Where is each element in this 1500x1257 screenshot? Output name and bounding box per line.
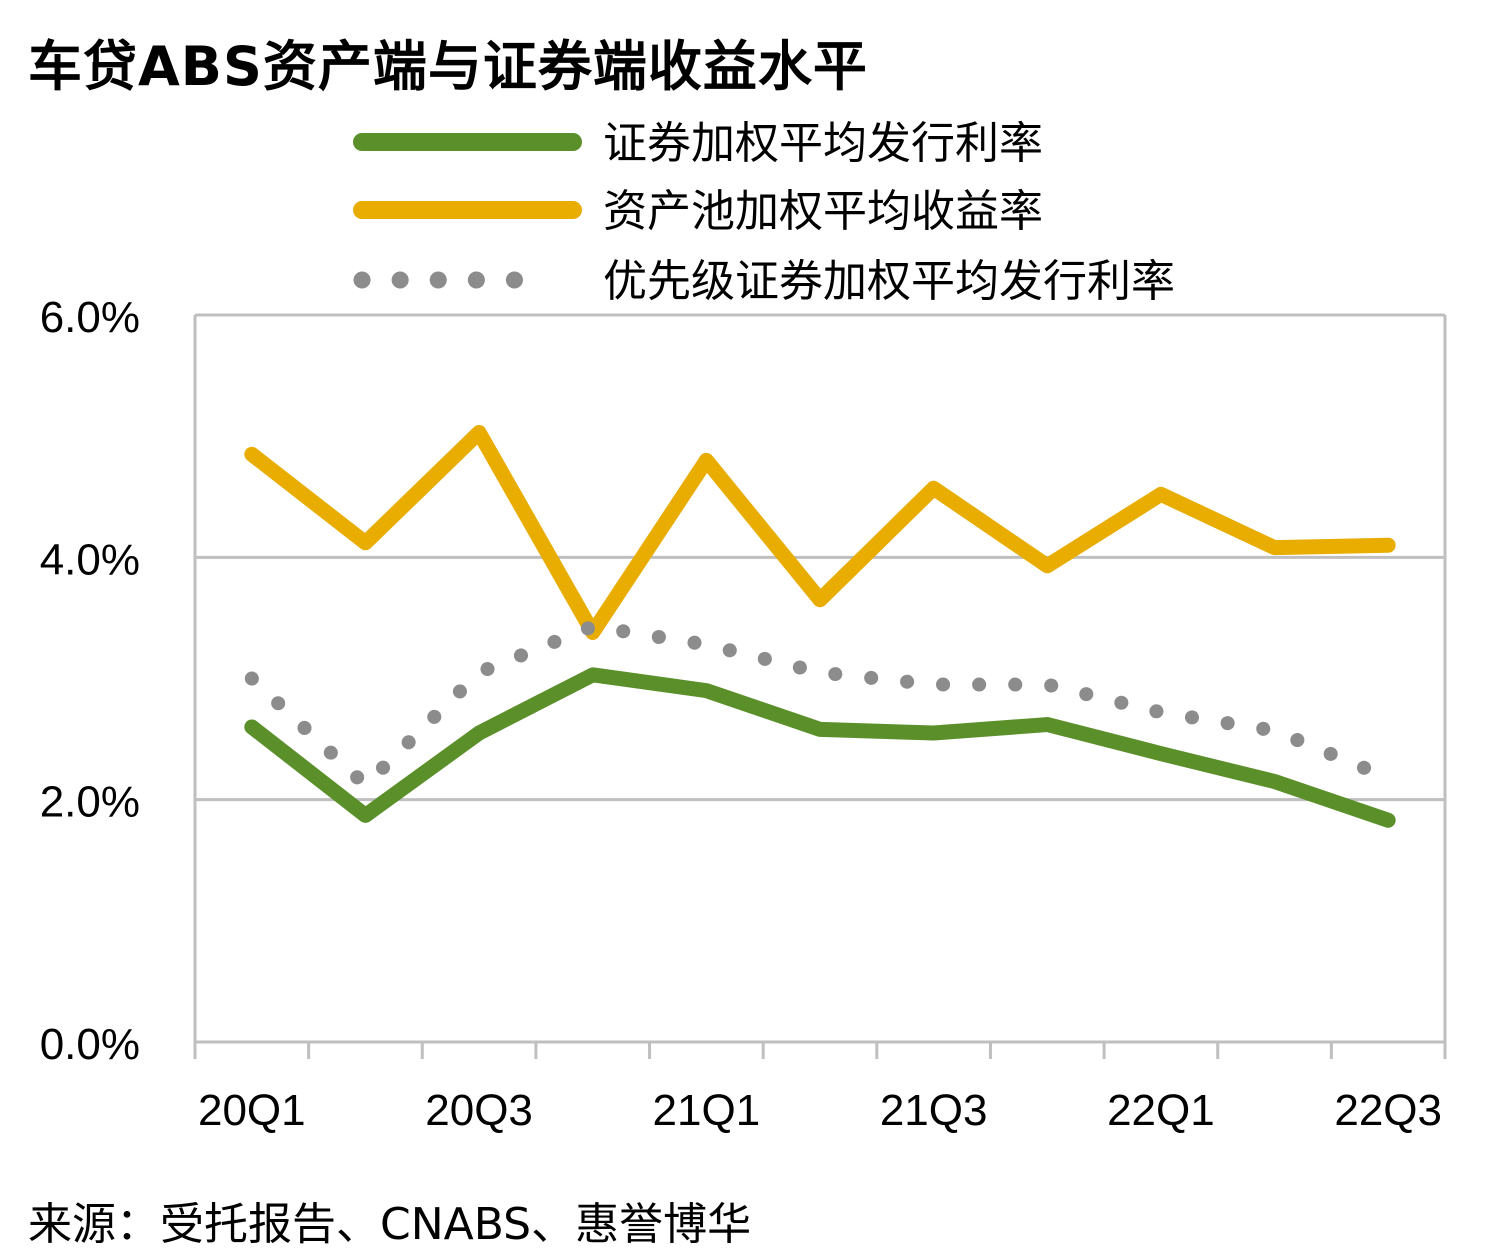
legend-label-2: 优先级证券加权平均发行利率 — [603, 256, 1175, 307]
x-tick-label: 21Q1 — [653, 1086, 761, 1135]
x-tick-label: 22Q3 — [1334, 1086, 1442, 1135]
legend-label-0: 证券加权平均发行利率 — [603, 118, 1043, 169]
chart-title: 车贷ABS资产端与证券端收益水平 — [28, 35, 868, 98]
series-line-2 — [244, 619, 1396, 793]
tick-labels: 0.0% 2.0% 4.0% 6.0% 20Q1 20Q3 21Q1 21Q3 22Q1 22Q3 — [40, 293, 1442, 1135]
grid — [195, 313, 1447, 1042]
series-layer — [244, 425, 1396, 828]
x-tick-label: 22Q1 — [1107, 1086, 1215, 1135]
x-tick-label: 20Q1 — [198, 1086, 306, 1135]
axes — [193, 315, 1447, 1059]
series-line-1 — [244, 425, 1396, 640]
y-tick-label: 2.0% — [40, 778, 140, 827]
legend-label-1: 资产池加权平均收益率 — [603, 186, 1043, 237]
y-tick-label: 0.0% — [40, 1020, 140, 1069]
series-line-0 — [244, 667, 1396, 828]
source-note: 来源：受托报告、CNABS、惠誉博华 — [28, 1199, 752, 1250]
y-tick-label: 4.0% — [40, 535, 140, 584]
y-tick-label: 6.0% — [40, 293, 140, 342]
x-tick-label: 20Q3 — [425, 1086, 533, 1135]
x-tick-label: 21Q3 — [880, 1086, 988, 1135]
